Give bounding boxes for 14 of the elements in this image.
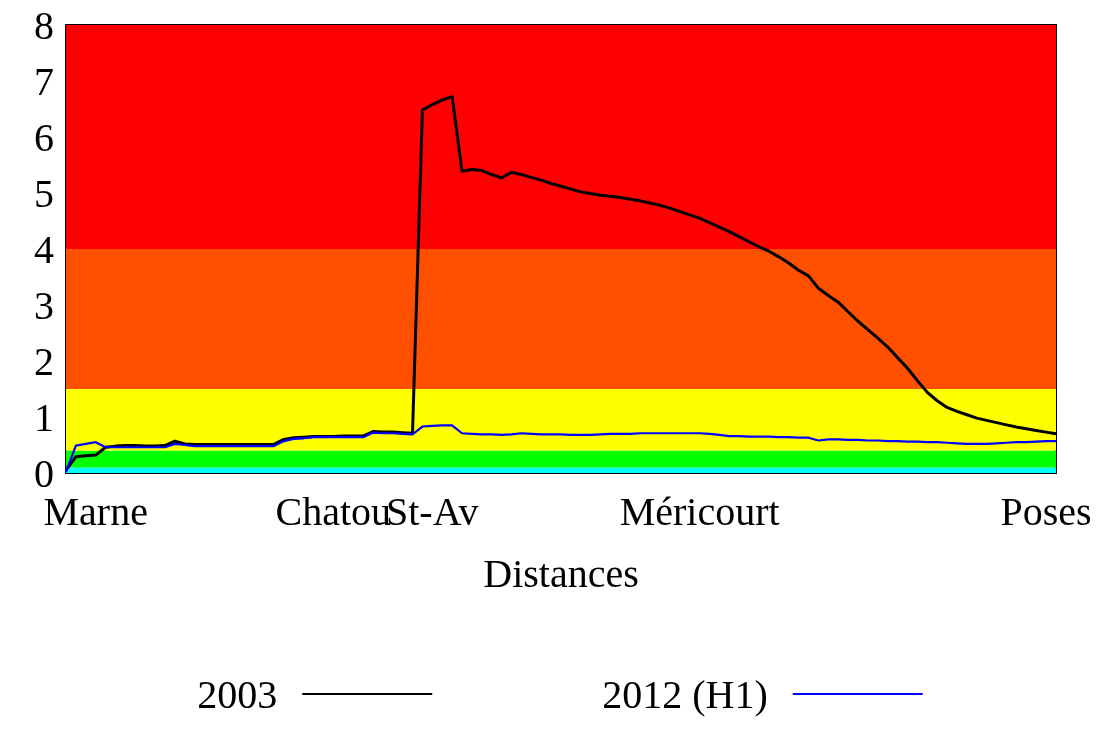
- y-tick-label: 5: [34, 170, 54, 216]
- x-tick-label: Poses: [1000, 488, 1092, 534]
- y-tick-label: 7: [34, 58, 54, 104]
- legend-label: 2003: [197, 671, 278, 717]
- y-tick-label: 1: [34, 394, 54, 440]
- y-tick-label: 2: [34, 338, 54, 384]
- x-tick-label: Méricourt: [619, 488, 780, 534]
- legend-label: 2012 (H1): [602, 671, 768, 717]
- y-tick-label: 4: [34, 226, 54, 272]
- y-tick-label: 6: [34, 114, 54, 160]
- x-axis-title: Distances: [483, 550, 639, 596]
- line-series: [64, 424, 1058, 473]
- y-tick-label: 3: [34, 282, 54, 328]
- y-tick-label: 8: [34, 2, 54, 48]
